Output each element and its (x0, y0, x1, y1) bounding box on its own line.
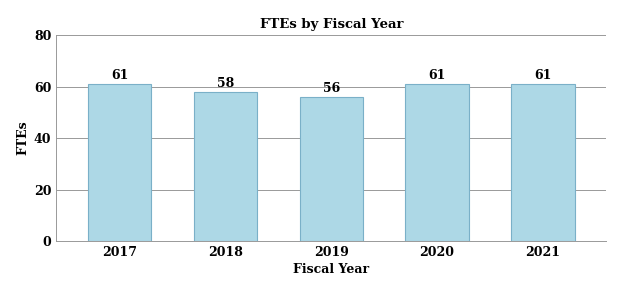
Bar (405, 84, 469, 241)
Bar (511, 84, 574, 241)
Title: FTEs by Fiscal Year: FTEs by Fiscal Year (259, 18, 403, 31)
Text: 56: 56 (322, 82, 340, 95)
Bar (88, 84, 151, 241)
Text: 61: 61 (111, 69, 128, 82)
Y-axis label: FTEs: FTEs (17, 121, 30, 156)
Text: 61: 61 (428, 69, 446, 82)
Bar (194, 92, 258, 241)
Text: 61: 61 (534, 69, 551, 82)
Bar (299, 97, 363, 241)
Text: 58: 58 (217, 77, 234, 90)
X-axis label: Fiscal Year: Fiscal Year (293, 263, 369, 276)
